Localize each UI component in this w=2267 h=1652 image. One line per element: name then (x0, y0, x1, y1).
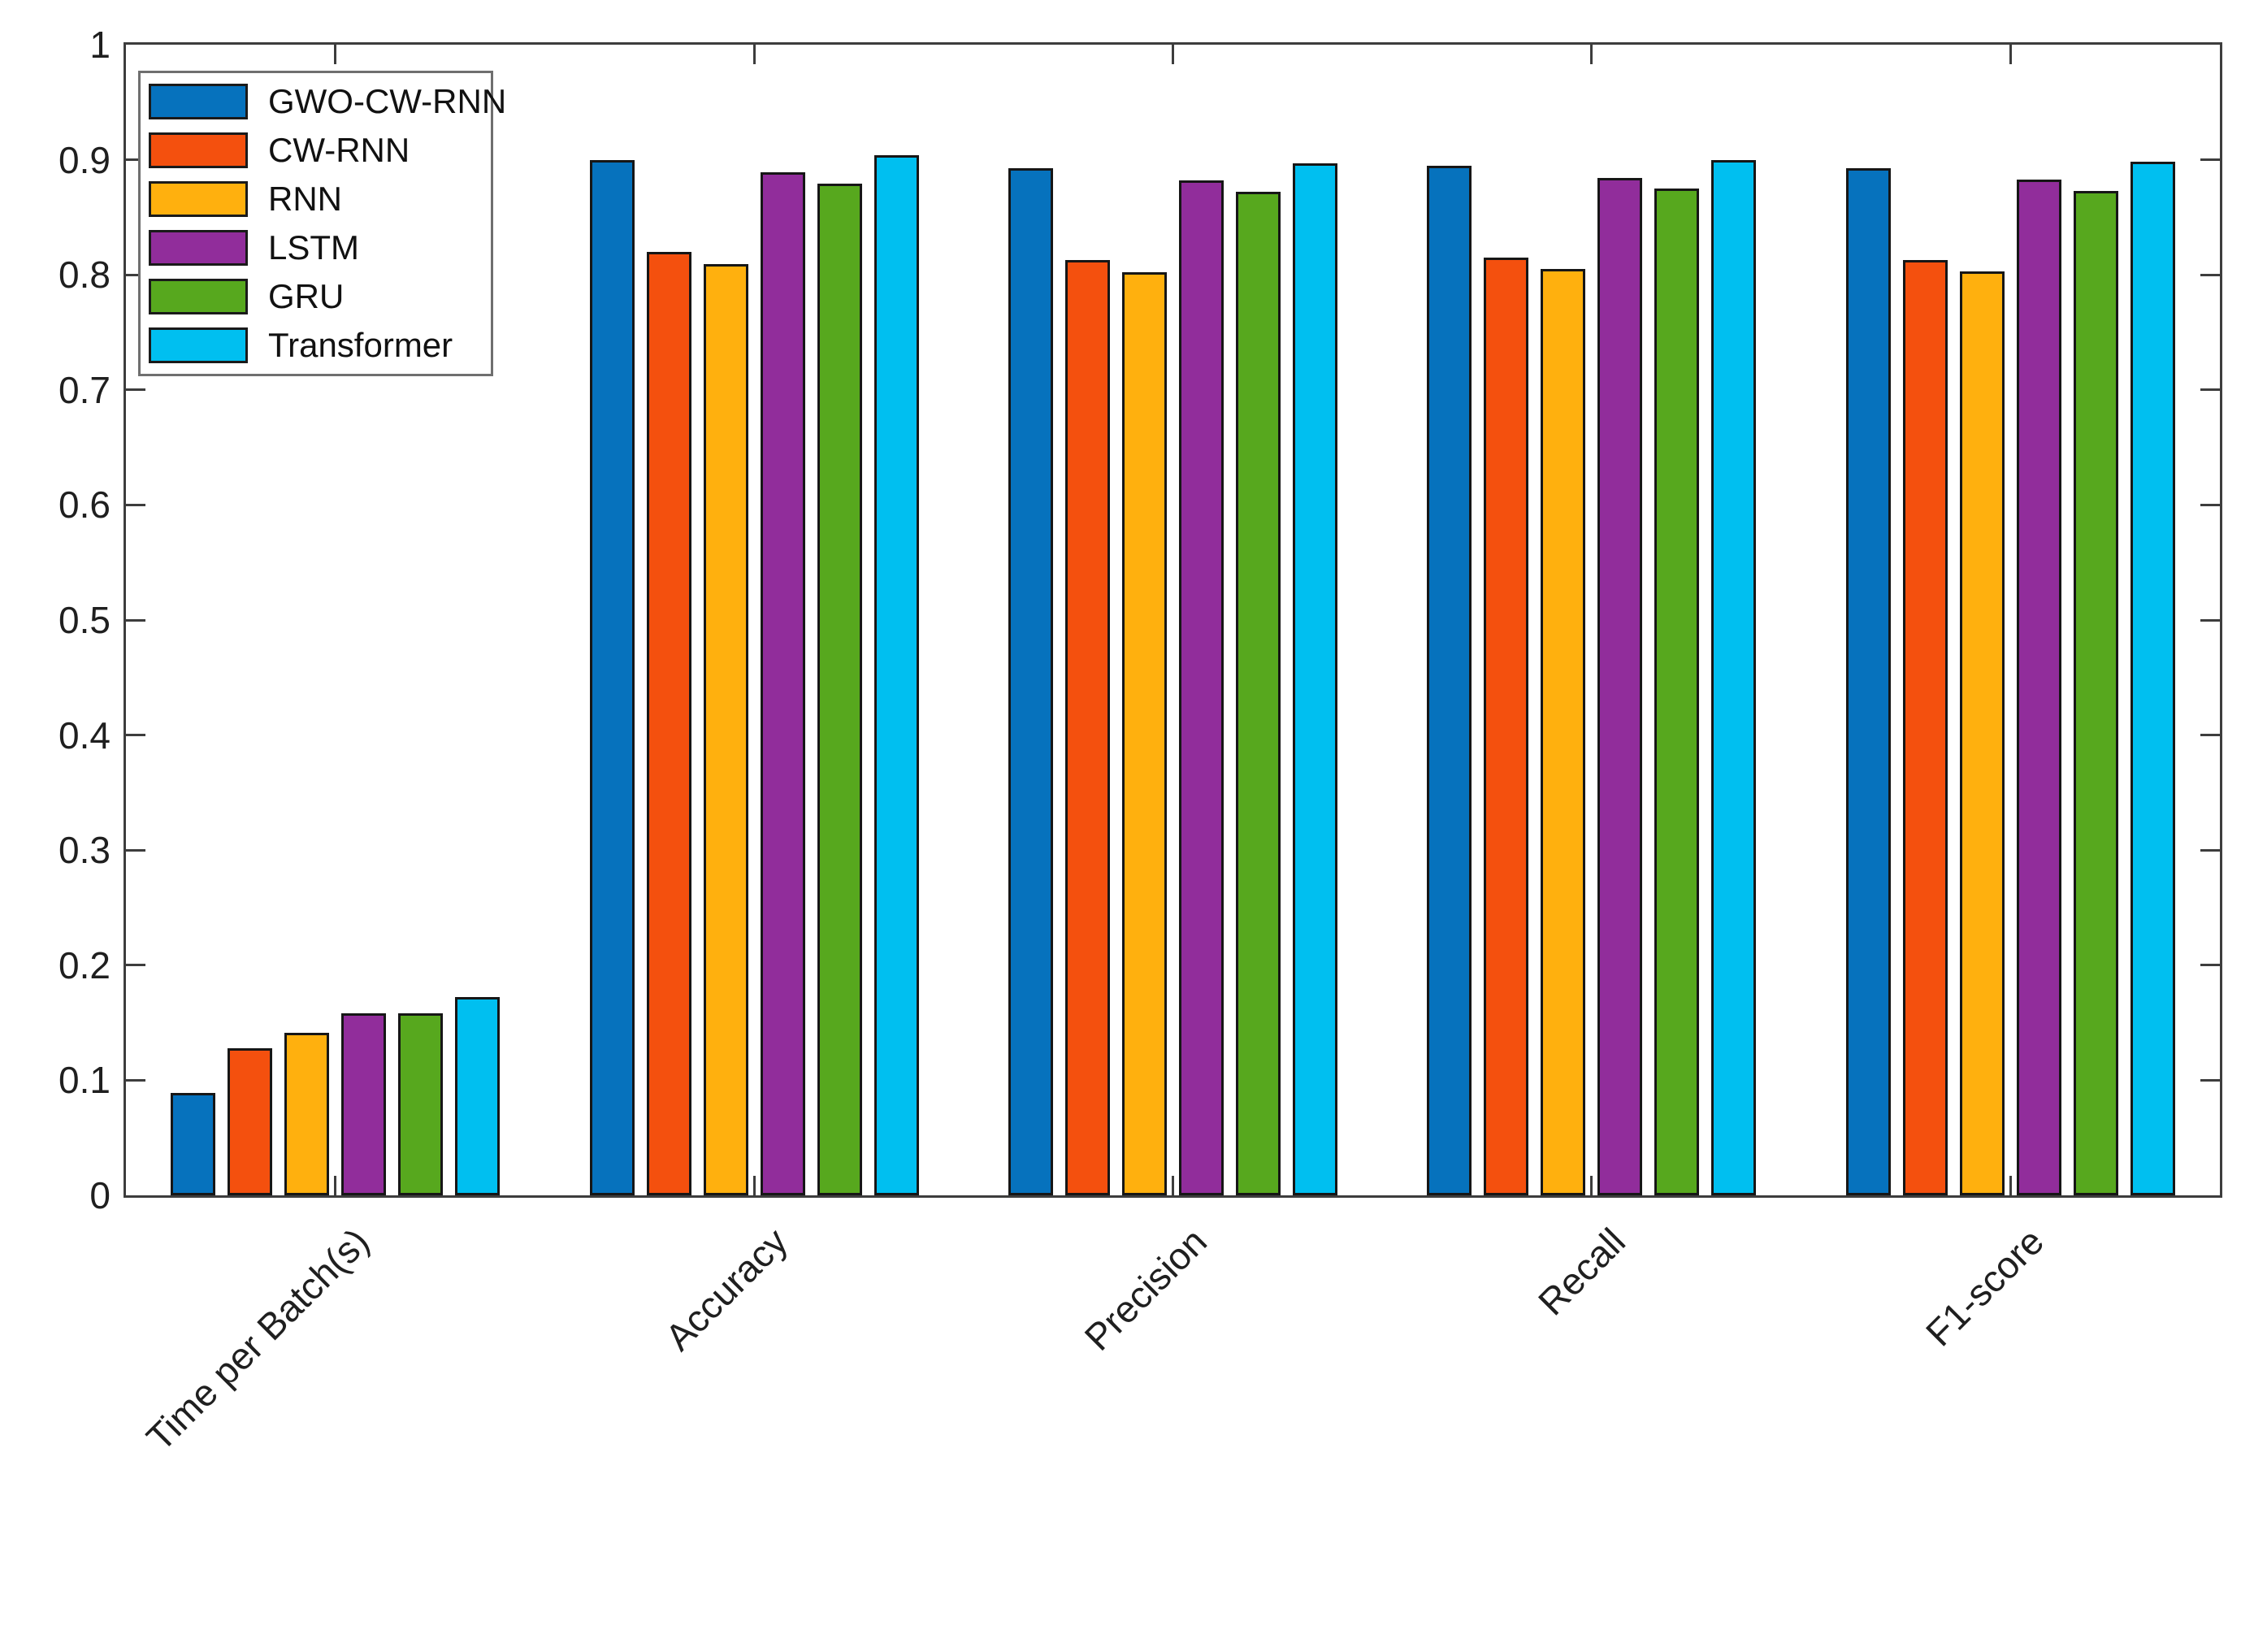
legend-swatch (149, 327, 248, 363)
bar (589, 160, 635, 1195)
y-axis-tick-label: 0.5 (59, 599, 111, 641)
x-axis-tick-top (752, 45, 756, 64)
bar (1122, 272, 1167, 1195)
bar (341, 1013, 387, 1195)
bar (1845, 168, 1891, 1195)
bar (284, 1033, 330, 1195)
y-axis-tick-label: 0.9 (59, 138, 111, 181)
y-axis-tick-right (2200, 734, 2220, 737)
legend: GWO-CW-RNN CW-RNN RNN LSTM GRU Transformer (138, 71, 506, 376)
bar (760, 172, 805, 1195)
x-axis-tick-bottom (1172, 1176, 1174, 1195)
y-axis-tick-label: 0.4 (59, 713, 111, 757)
y-axis-tick-left (126, 734, 145, 737)
bar (1065, 260, 1110, 1195)
bar (1236, 192, 1281, 1195)
bar (1654, 189, 1700, 1195)
y-axis-tick-right (2200, 618, 2220, 622)
x-axis-tick-bottom (2009, 1176, 2012, 1195)
legend-swatch (149, 230, 248, 266)
y-axis-tick-right (2200, 158, 2220, 162)
legend-label: RNN (268, 180, 342, 218)
plot-area (124, 42, 2222, 1198)
y-axis-tick-left (126, 1078, 145, 1082)
y-axis-tick-left (126, 618, 145, 622)
bar (1179, 180, 1224, 1195)
bar (228, 1048, 273, 1195)
legend-swatch (149, 132, 248, 168)
y-axis-tick-label: 0.3 (59, 829, 111, 872)
y-axis-tick-label: 0.1 (59, 1059, 111, 1102)
bar (171, 1093, 216, 1195)
bar-chart-figure: 0 0.1 0.2 0.3 0.4 0.5 0.6 0.7 0.8 0.9 1 Time per B… (59, 24, 2222, 1459)
x-axis-tick-top (2009, 45, 2012, 64)
legend-swatch (149, 84, 248, 119)
legend-swatch (149, 279, 248, 314)
x-axis-tick-bottom (1590, 1176, 1593, 1195)
y-axis-tick-left (126, 964, 145, 967)
bar (703, 264, 748, 1195)
bar (455, 997, 501, 1195)
x-axis-tick-bottom (334, 1176, 337, 1195)
y-axis-tick-right (2200, 1078, 2220, 1082)
x-axis-category-label: F1-score (1918, 1220, 2052, 1355)
legend-label: CW-RNN (268, 131, 410, 169)
y-axis-tick-left (126, 848, 145, 852)
y-axis-tick-left (126, 503, 145, 506)
bar (1008, 168, 1053, 1195)
y-axis-tick-label: 1 (89, 24, 111, 66)
bar (646, 252, 691, 1195)
x-axis-tick-bottom (752, 1176, 756, 1195)
x-axis-category-label: Precision (1076, 1220, 1215, 1359)
y-axis-tick-left (126, 388, 145, 392)
legend-label: GRU (268, 277, 345, 315)
bar (1902, 260, 1948, 1195)
y-axis-tick-right (2200, 964, 2220, 967)
y-axis-tick-label: 0.8 (59, 254, 111, 297)
x-axis-category-label: Recall (1529, 1220, 1633, 1324)
bar (1597, 178, 1643, 1195)
y-axis-tick-label: 0.2 (59, 943, 111, 986)
bar (1484, 258, 1529, 1195)
y-axis-tick-right (2200, 503, 2220, 506)
y-axis-tick-right (2200, 388, 2220, 392)
bar (873, 155, 919, 1195)
bar (1959, 271, 2005, 1195)
bar (1427, 166, 1472, 1195)
legend-label: Transformer (268, 326, 453, 364)
legend-swatch (149, 181, 248, 217)
bar (2130, 162, 2175, 1195)
legend-label: GWO-CW-RNN (268, 82, 507, 120)
x-axis-tick-top (1172, 45, 1174, 64)
bar (1293, 163, 1337, 1195)
y-axis-tick-left (126, 273, 145, 276)
x-axis-category-label: Time per Batch(s) (137, 1220, 377, 1459)
x-axis-tick-top (1590, 45, 1593, 64)
bar (1711, 160, 1757, 1195)
y-axis-tick-label: 0.6 (59, 483, 111, 527)
x-axis-tick-top (334, 45, 337, 64)
legend-label: LSTM (268, 228, 360, 267)
bar (817, 184, 862, 1195)
y-axis-tick-right (2200, 848, 2220, 852)
y-axis-tick-right (2200, 273, 2220, 276)
y-axis-tick-left (126, 158, 145, 162)
bar (1541, 269, 1586, 1195)
bar (398, 1013, 444, 1195)
y-axis-tick-label: 0 (89, 1174, 111, 1216)
bar (2016, 180, 2061, 1195)
x-axis-category-label: Accuracy (657, 1220, 796, 1359)
bar (2073, 191, 2118, 1195)
y-axis-tick-label: 0.7 (59, 368, 111, 411)
